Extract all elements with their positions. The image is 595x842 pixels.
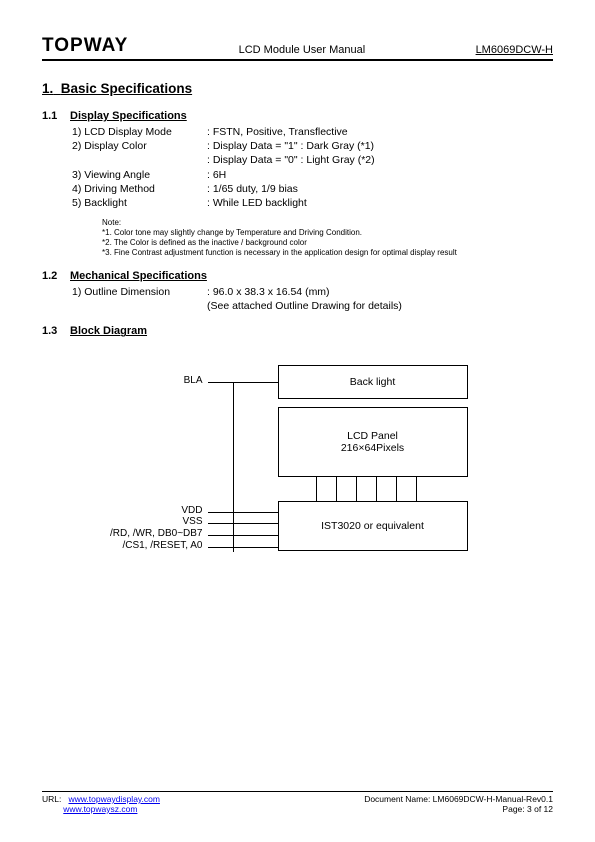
- diagram-box-controller: IST3020 or equivalent: [278, 501, 468, 551]
- spec-row: : Display Data = "0" : Light Gray (*2): [42, 153, 553, 167]
- diagram-box-lcd-panel: LCD Panel 216×64Pixels: [278, 407, 468, 477]
- logo: TOPWAY: [42, 35, 128, 57]
- spec-row: 3) Viewing Angle: 6H: [42, 168, 553, 182]
- spec-row: 4) Driving Method: 1/65 duty, 1/9 bias: [42, 182, 553, 196]
- block-diagram: Back light LCD Panel 216×64Pixels IST302…: [108, 365, 488, 585]
- page-footer: URL: www.topwaydisplay.com www.topwaysz.…: [42, 791, 553, 814]
- subsection-title: 1.1Display Specifications: [42, 110, 553, 122]
- footer-link-1[interactable]: www.topwaydisplay.com: [68, 794, 160, 804]
- spec-row: 1) LCD Display Mode: FSTN, Positive, Tra…: [42, 125, 553, 139]
- section-title: 1. Basic Specifications: [42, 81, 553, 96]
- diagram-label-vdd: VDD: [108, 505, 203, 516]
- subsection-block-diagram: 1.3Block Diagram Back light LCD Panel 21…: [42, 325, 553, 585]
- footer-link-2[interactable]: www.topwaysz.com: [63, 804, 137, 814]
- page-header: TOPWAY LCD Module User Manual LM6069DCW-…: [42, 35, 553, 61]
- header-title: LCD Module User Manual: [128, 44, 475, 57]
- diagram-label-csreset: /CS1, /RESET, A0: [88, 540, 203, 551]
- diagram-label-bla: BLA: [108, 375, 203, 386]
- subsection-mechanical-specifications: 1.2Mechanical Specifications 1) Outline …: [42, 270, 553, 313]
- diagram-label-vss: VSS: [108, 516, 203, 527]
- notes: Note: *1. Color tone may slightly change…: [42, 218, 553, 258]
- spec-row: 2) Display Color: Display Data = "1" : D…: [42, 139, 553, 153]
- diagram-box-backlight: Back light: [278, 365, 468, 399]
- subsection-title: 1.3Block Diagram: [42, 325, 553, 337]
- spec-row: 5) Backlight: While LED backlight: [42, 196, 553, 210]
- subsection-display-specifications: 1.1Display Specifications 1) LCD Display…: [42, 110, 553, 258]
- subsection-title: 1.2Mechanical Specifications: [42, 270, 553, 282]
- diagram-label-rdwr: /RD, /WR, DB0~DB7: [88, 528, 203, 539]
- spec-row: (See attached Outline Drawing for detail…: [42, 299, 553, 313]
- header-model: LM6069DCW-H: [476, 44, 553, 57]
- footer-docinfo: Document Name: LM6069DCW-H-Manual-Rev0.1…: [364, 794, 553, 814]
- spec-row: 1) Outline Dimension: 96.0 x 38.3 x 16.5…: [42, 285, 553, 299]
- footer-urls: URL: www.topwaydisplay.com www.topwaysz.…: [42, 794, 364, 814]
